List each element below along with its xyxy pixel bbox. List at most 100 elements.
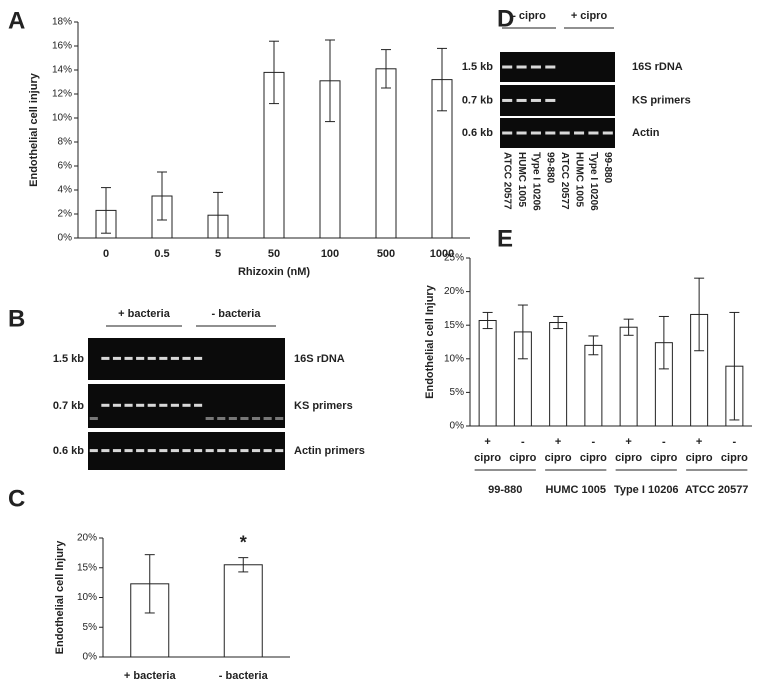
gel-band [194, 403, 203, 407]
gel-band [263, 449, 272, 453]
x-tick-label: 100 [321, 248, 339, 260]
error-bar [694, 277, 705, 352]
error-bar [623, 318, 634, 336]
gel-band [101, 449, 110, 453]
gel-header: - cipro [512, 10, 546, 22]
panel-label: C [8, 485, 25, 512]
gel-band [217, 449, 226, 453]
x-tick-label: - bacteria [219, 670, 269, 682]
bar [619, 326, 638, 427]
error-bar [213, 191, 223, 239]
gel-band [136, 356, 145, 360]
gel-band [516, 98, 527, 102]
lane-label: 99-880 [545, 152, 556, 184]
gel-band [251, 449, 261, 453]
gel-row-label: Actin primers [294, 445, 365, 457]
y-tick-label: 0% [83, 652, 98, 663]
gel-band [502, 131, 513, 135]
lane-label: Type I 10206 [530, 152, 541, 211]
gel-band [263, 417, 272, 420]
gel-band [101, 356, 110, 360]
gel-band [228, 449, 237, 453]
x-tick-label: - [733, 436, 737, 448]
gel-band [147, 356, 156, 360]
y-tick-label: 15% [77, 562, 97, 573]
x-tick-label: + [625, 436, 631, 448]
gel-band [170, 403, 179, 407]
gel-header: + bacteria [118, 308, 171, 320]
x-tick-label: 0.5 [154, 248, 169, 260]
x-tick-label: + [696, 436, 702, 448]
gel-band [136, 449, 145, 453]
error-bar [553, 315, 564, 330]
gel-band [182, 403, 191, 407]
x-tick-sublabel: cipro [474, 452, 501, 464]
y-tick-label: 16% [52, 41, 72, 52]
x-tick-sublabel: cipro [615, 452, 642, 464]
gel-band [147, 449, 156, 453]
x-tick-label: + [484, 436, 490, 448]
x-tick-label: + [555, 436, 561, 448]
x-tick-label: 500 [377, 248, 395, 260]
annotation: * [240, 532, 247, 552]
gel-band [545, 131, 556, 135]
gel-band [194, 449, 203, 453]
gel-band [251, 417, 261, 420]
gel-band [101, 403, 110, 407]
y-tick-label: 2% [58, 209, 73, 220]
gel-band [124, 449, 133, 453]
gel-band [205, 449, 214, 453]
gel-row-label: 16S rDNA [294, 353, 345, 365]
gel-band [194, 356, 203, 360]
bar [584, 344, 603, 427]
group-label: 99-880 [488, 484, 522, 496]
x-tick-sublabel: cipro [545, 452, 572, 464]
gel-band [147, 403, 156, 407]
lane-label: 99-880 [602, 152, 613, 184]
gel-band [205, 417, 214, 420]
y-axis-label: Endothelial cell Injury [424, 284, 436, 399]
group-label: Type I 10206 [614, 484, 679, 496]
gel-band [159, 449, 168, 453]
panel-label: B [8, 305, 25, 332]
gel-band [545, 65, 556, 69]
x-tick-label: 5 [215, 248, 221, 260]
lane-label: Type I 10206 [588, 152, 599, 211]
gel-band [112, 356, 122, 360]
y-tick-label: 10% [444, 353, 464, 364]
gel-band [112, 403, 122, 407]
x-tick-sublabel: cipro [580, 452, 607, 464]
x-tick-label: + bacteria [124, 670, 177, 682]
gel-row-label: KS primers [294, 400, 353, 412]
y-tick-label: 20% [444, 286, 464, 297]
gel-band [240, 449, 249, 453]
gel-band [170, 449, 179, 453]
gel-band [275, 417, 284, 420]
gel-band [502, 98, 513, 102]
y-tick-label: 6% [58, 161, 73, 172]
lane-label: ATCC 20577 [502, 152, 513, 210]
gel-band [228, 417, 237, 420]
y-tick-label: 5% [450, 387, 465, 398]
gel-band [574, 131, 585, 135]
error-bar [144, 554, 155, 614]
error-bar [101, 187, 111, 234]
error-bar [238, 557, 249, 573]
error-bar [482, 311, 493, 330]
y-tick-label: 18% [52, 17, 72, 28]
x-tick-sublabel: cipro [509, 452, 536, 464]
gel-band [89, 417, 98, 420]
error-bar [325, 39, 335, 123]
gel-size: 1.5 kb [462, 61, 493, 73]
gel-header: - bacteria [212, 308, 262, 320]
gel-band [124, 403, 133, 407]
error-bar [157, 171, 167, 221]
error-bar [729, 311, 740, 421]
gel-band [516, 65, 527, 69]
x-axis-label: Rhizoxin (nM) [238, 266, 310, 278]
lane-label: ATCC 20577 [559, 152, 570, 210]
y-tick-label: 14% [52, 65, 72, 76]
panel-label: A [8, 7, 25, 34]
gel-band [275, 449, 284, 453]
